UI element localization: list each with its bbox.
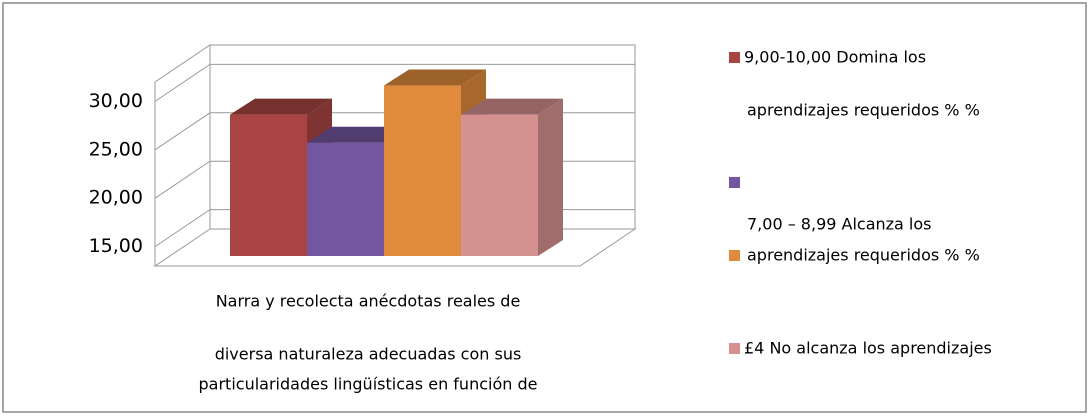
x-tick-label: diversa naturaleza adecuadas con sus — [215, 345, 522, 364]
bar-side — [538, 98, 563, 256]
legend-label: 9,00-10,00 Domina los — [744, 48, 926, 67]
bar — [461, 114, 538, 256]
x-tick-label: particularidades lingüísticas en función… — [199, 375, 538, 394]
bar-top — [384, 69, 486, 86]
y-tick-label: 15,00 — [89, 235, 143, 257]
legend-marker — [729, 250, 740, 261]
grid-line — [154, 63, 635, 102]
y-tick-label: 25,00 — [89, 138, 143, 160]
left-wall — [154, 44, 211, 266]
legend-label: aprendizajes requeridos % % — [747, 101, 980, 120]
bar — [384, 85, 461, 256]
bar-top — [307, 126, 409, 143]
legend-label: £4 No alcanza los aprendizajes — [744, 339, 992, 358]
back-wall — [210, 44, 636, 229]
legend-marker — [729, 177, 740, 188]
legend-label: aprendizajes requeridos % % — [747, 246, 980, 265]
bar — [230, 114, 307, 256]
legend-marker — [729, 52, 740, 63]
bar-top — [230, 98, 332, 115]
y-tick-label: 30,00 — [89, 90, 143, 112]
x-tick-label: Narra y recolecta anécdotas reales de — [216, 292, 521, 311]
y-tick-label: 20,00 — [89, 187, 143, 209]
legend-label: 7,00 – 8,99 Alcanza los — [747, 215, 932, 234]
bar-top — [461, 98, 563, 115]
bar — [307, 142, 384, 256]
legend-marker — [729, 343, 740, 354]
